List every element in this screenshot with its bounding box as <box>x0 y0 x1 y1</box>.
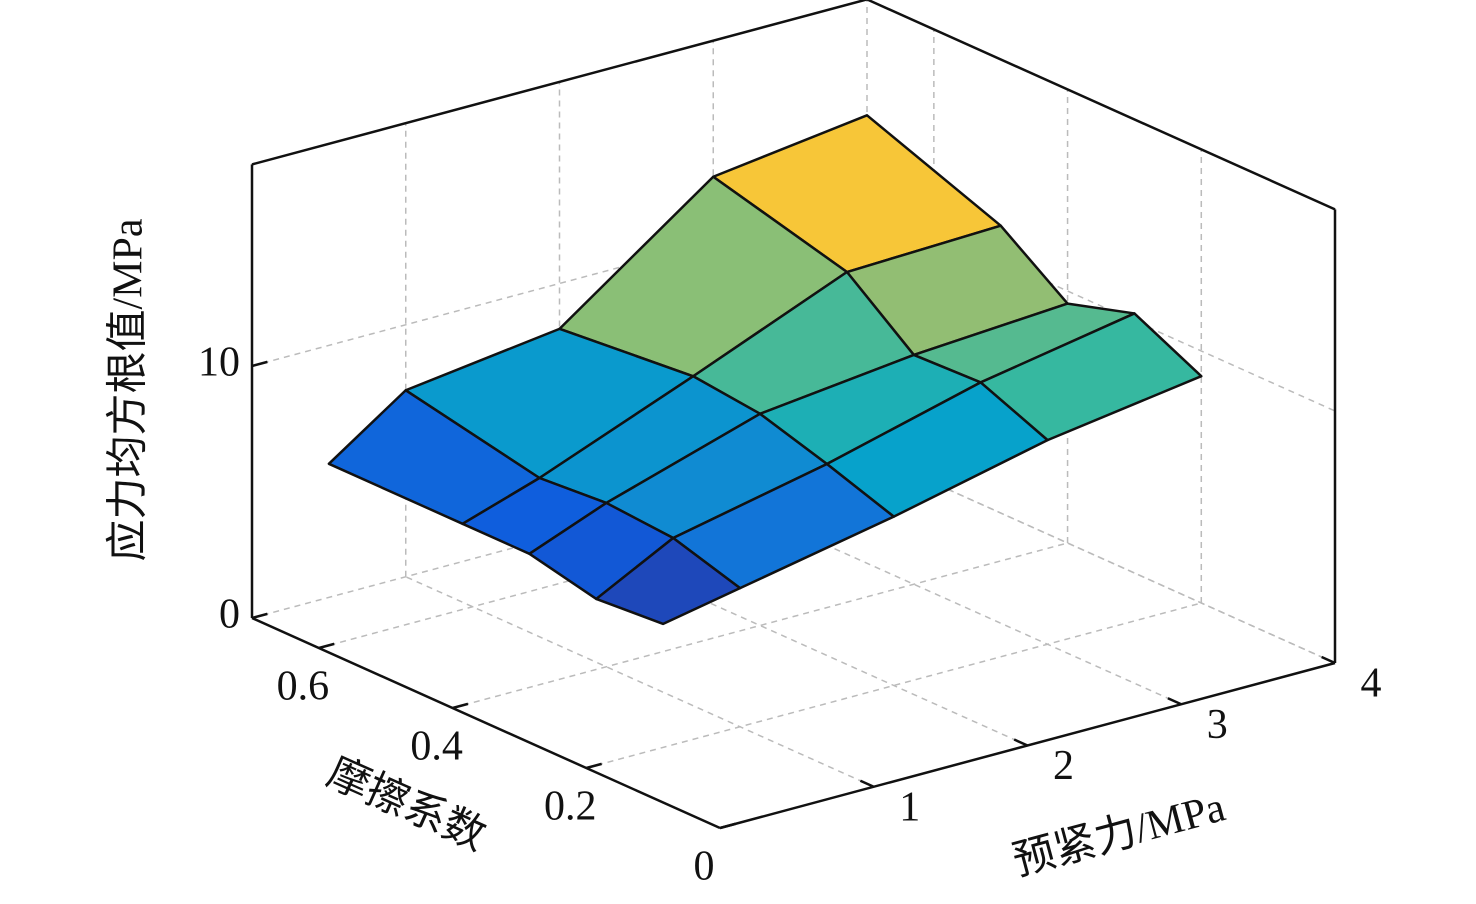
grid-line <box>452 542 1068 709</box>
grid-line <box>559 534 1028 747</box>
x-tick-label: 2 <box>1053 743 1074 789</box>
axes-box <box>250 0 1337 830</box>
y-tick <box>452 702 469 710</box>
grid-line <box>586 602 1202 769</box>
x-tick <box>1013 738 1029 747</box>
y-tick-label: 0 <box>694 844 715 890</box>
x-tick <box>1321 655 1336 665</box>
x-tick-label: 3 <box>1207 702 1228 748</box>
y-tick <box>719 822 736 830</box>
y-axis <box>251 616 721 830</box>
x-tick-label: 1 <box>899 784 920 830</box>
box-edge <box>866 0 1336 211</box>
surface <box>327 114 1203 626</box>
y-tick-label: 0.6 <box>277 664 330 710</box>
z-tick <box>251 612 268 620</box>
grid-line <box>866 200 1336 412</box>
z-tick-label: 10 <box>198 340 240 386</box>
y-tick <box>318 642 335 650</box>
y-tick-label: 0.4 <box>410 724 463 770</box>
surface-face <box>595 536 742 626</box>
x-axis-label: 预紧力/MPa <box>1008 784 1230 885</box>
x-tick <box>859 779 875 788</box>
z-tick <box>251 360 268 368</box>
y-tick-label: 0.2 <box>544 784 597 830</box>
z-axis-label: 应力均方根值/MPa <box>105 218 152 561</box>
y-axis-label: 摩擦系数 <box>320 749 493 860</box>
y-tick <box>585 762 602 770</box>
z-tick-label: 0 <box>219 592 240 638</box>
grid-line <box>712 493 1182 705</box>
x-tick <box>1167 697 1182 706</box>
grid-line <box>405 576 875 788</box>
box-edge <box>251 0 868 166</box>
grid-line <box>866 452 1336 664</box>
x-tick-label: 4 <box>1361 661 1382 707</box>
